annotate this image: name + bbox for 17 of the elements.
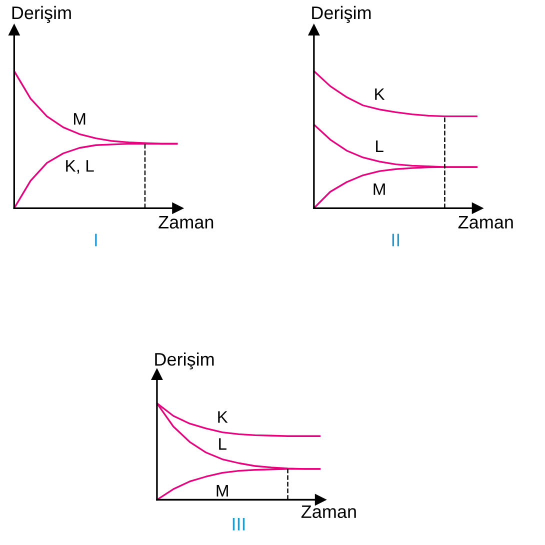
series-label: M [374,183,385,195]
x-axis-title: Zaman [301,505,356,518]
text: III [232,518,245,530]
series-label: K, L [66,160,94,174]
series-label: L [219,438,226,450]
y-axis-title: Derişim [312,6,371,23]
y-axis-title: Derişim [12,6,71,23]
y-axis-title: Derişim [155,352,214,370]
series-label: K [375,88,385,100]
series-label: M [74,113,86,125]
text: I [95,234,97,246]
text: II [392,234,400,246]
x-axis-title: Zaman [158,216,214,229]
series-label: K [218,411,228,423]
series-label: L [376,140,384,152]
series-label: M [216,485,228,497]
x-axis-title: Zaman [458,216,513,229]
